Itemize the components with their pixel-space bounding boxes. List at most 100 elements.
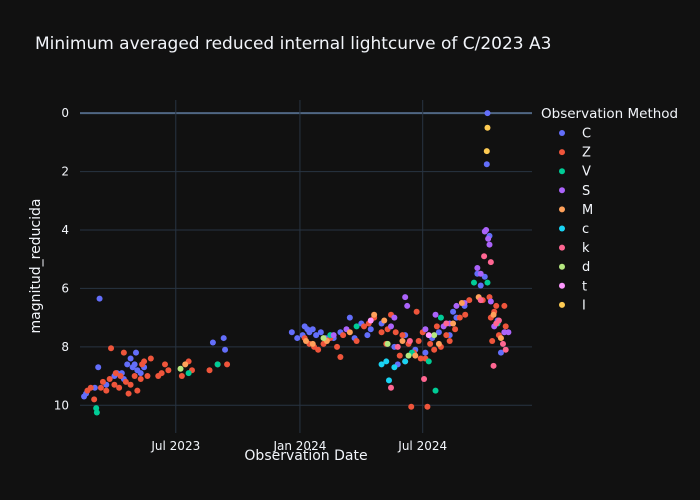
data-point: [408, 404, 414, 410]
data-point: [385, 341, 391, 347]
data-point: [310, 341, 316, 347]
y-tick-label: 8: [61, 340, 69, 354]
data-point: [433, 312, 439, 318]
data-point: [498, 335, 504, 341]
data-point: [138, 376, 144, 382]
data-point: [331, 332, 337, 338]
data-point: [488, 299, 494, 305]
data-point: [503, 323, 509, 329]
data-point: [434, 323, 440, 329]
data-point: [491, 363, 497, 369]
legend-label: S: [582, 184, 590, 199]
data-point: [395, 344, 401, 350]
data-point: [421, 376, 427, 382]
data-point: [144, 373, 150, 379]
legend-label: d: [582, 260, 590, 275]
data-point: [484, 125, 490, 131]
data-point: [91, 396, 97, 402]
y-tick-label: 2: [61, 165, 69, 179]
data-point: [478, 271, 484, 277]
data-point: [402, 358, 408, 364]
data-point: [399, 332, 405, 338]
data-point: [501, 303, 507, 309]
data-point: [117, 373, 123, 379]
data-point: [484, 148, 490, 154]
data-point: [393, 329, 399, 335]
data-point: [215, 361, 221, 367]
data-point: [489, 338, 495, 344]
legend-label: C: [582, 127, 591, 142]
legend-label: t: [582, 279, 587, 294]
data-point: [443, 332, 449, 338]
legend-marker: [559, 168, 565, 174]
data-point: [138, 370, 144, 376]
data-point: [224, 361, 230, 367]
data-point: [97, 296, 103, 302]
data-point: [103, 388, 109, 394]
data-point: [452, 326, 458, 332]
data-point: [491, 312, 497, 318]
data-point: [493, 303, 499, 309]
data-point: [450, 320, 456, 326]
data-point: [402, 294, 408, 300]
data-point: [379, 329, 385, 335]
data-point: [354, 338, 360, 344]
data-point: [412, 353, 418, 359]
legend-label: k: [582, 241, 590, 256]
data-point: [222, 347, 228, 353]
data-point: [488, 259, 494, 265]
data-point: [484, 161, 490, 167]
data-point: [289, 329, 295, 335]
data-point: [121, 350, 127, 356]
y-tick-label: 6: [61, 281, 69, 295]
data-point: [447, 338, 453, 344]
legend-marker: [559, 245, 565, 251]
data-point: [453, 303, 459, 309]
data-point: [340, 332, 346, 338]
legend-marker: [559, 206, 565, 212]
data-point: [354, 323, 360, 329]
data-point: [337, 354, 343, 360]
legend-marker: [559, 149, 565, 155]
data-point: [478, 282, 484, 288]
data-point: [128, 382, 134, 388]
data-point: [207, 367, 213, 373]
data-point: [474, 265, 480, 271]
data-point: [427, 341, 433, 347]
legend-title: Observation Method: [541, 106, 678, 122]
data-point: [422, 326, 428, 332]
data-point: [303, 338, 309, 344]
data-point: [315, 347, 321, 353]
data-point: [134, 388, 140, 394]
data-point: [471, 280, 477, 286]
data-point: [383, 358, 389, 364]
data-point: [310, 326, 316, 332]
data-point: [459, 300, 465, 306]
data-point: [88, 385, 94, 391]
data-point: [107, 376, 113, 382]
data-point: [186, 370, 192, 376]
legend-marker: [559, 130, 565, 136]
data-point: [133, 350, 139, 356]
data-point: [496, 318, 502, 324]
data-point: [416, 338, 422, 344]
data-point: [128, 356, 134, 362]
data-point: [391, 315, 397, 321]
data-point: [414, 309, 420, 315]
y-tick-label: 4: [61, 223, 69, 237]
data-point: [221, 335, 227, 341]
data-point: [500, 341, 506, 347]
data-point: [426, 358, 432, 364]
data-point: [321, 335, 327, 341]
data-point: [318, 329, 324, 335]
data-point: [438, 315, 444, 321]
data-point: [371, 312, 377, 318]
data-point: [485, 236, 491, 242]
data-point: [95, 364, 101, 370]
data-point: [165, 367, 171, 373]
data-point: [407, 338, 413, 344]
data-point: [159, 370, 165, 376]
data-point: [505, 329, 511, 335]
